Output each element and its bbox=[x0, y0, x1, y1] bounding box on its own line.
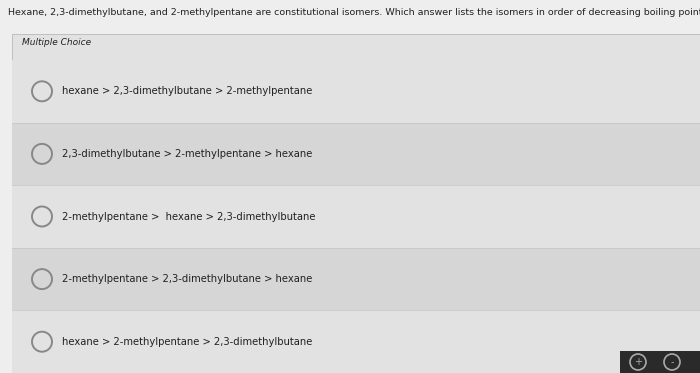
Bar bbox=[12, 60, 700, 123]
Text: 2-methylpentane >  hexane > 2,3-dimethylbutane: 2-methylpentane > hexane > 2,3-dimethylb… bbox=[62, 211, 316, 222]
Bar bbox=[12, 185, 700, 248]
Bar bbox=[0, 0, 700, 30]
Text: hexane > 2-methylpentane > 2,3-dimethylbutane: hexane > 2-methylpentane > 2,3-dimethylb… bbox=[62, 337, 312, 347]
Bar bbox=[620, 351, 700, 373]
Text: 2,3-dimethylbutane > 2-methylpentane > hexane: 2,3-dimethylbutane > 2-methylpentane > h… bbox=[62, 149, 312, 159]
Bar bbox=[12, 310, 700, 373]
Text: -: - bbox=[671, 357, 673, 367]
Text: 2-methylpentane > 2,3-dimethylbutane > hexane: 2-methylpentane > 2,3-dimethylbutane > h… bbox=[62, 274, 312, 284]
Text: Multiple Choice: Multiple Choice bbox=[22, 38, 91, 47]
Text: Hexane, 2,3-dimethylbutane, and 2-methylpentane are constitutional isomers. Whic: Hexane, 2,3-dimethylbutane, and 2-methyl… bbox=[8, 8, 700, 17]
Text: hexane > 2,3-dimethylbutane > 2-methylpentane: hexane > 2,3-dimethylbutane > 2-methylpe… bbox=[62, 86, 312, 96]
Bar bbox=[12, 248, 700, 310]
Bar bbox=[12, 123, 700, 185]
Text: +: + bbox=[634, 357, 642, 367]
